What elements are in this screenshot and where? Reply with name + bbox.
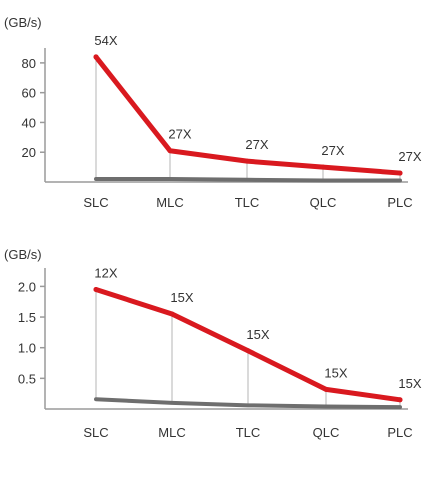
chart-2: (GB/s) 0.5 1.0 1.5 2.0 12X 15X 15X 15X 15X SLC MLC T… [4,247,422,440]
chart-1: (GB/s) 20 40 60 80 54X 27X 27X 27X 27X SLC MLC TLC QL… [4,15,422,210]
series-primary-point [320,164,326,170]
series-primary-line [93,54,403,176]
y-tick-label: 80 [22,56,36,71]
series-primary-point [93,54,99,60]
y-tick-label: 40 [22,115,36,130]
series-primary-point [93,286,99,292]
series-primary-point [397,170,403,176]
series-primary-point [397,397,403,403]
y-axis-unit-label: (GB/s) [4,247,42,262]
x-tick-label: SLC [83,195,108,210]
data-label: 27X [245,137,268,152]
y-axis-unit-label: (GB/s) [4,15,42,30]
series-primary-point [245,348,251,354]
data-label: 15X [170,290,193,305]
data-label: 54X [94,33,117,48]
x-tick-label: PLC [387,425,412,440]
data-label: 27X [168,127,191,142]
x-tick-label: MLC [158,425,185,440]
y-tick-label: 1.5 [18,310,36,325]
x-tick-label: PLC [387,195,412,210]
y-tick-label: 20 [22,145,36,160]
data-label: 15X [246,327,269,342]
data-label: 12X [94,265,117,280]
data-label: 15X [324,365,347,380]
x-tick-label: TLC [236,425,261,440]
y-tick-label: 1.0 [18,341,36,356]
x-tick-label: SLC [83,425,108,440]
x-tick-label: QLC [310,195,337,210]
x-tick-label: TLC [235,195,260,210]
y-tick-label: 2.0 [18,279,36,294]
y-tick-label: 60 [22,86,36,101]
y-tick-label: 0.5 [18,371,36,386]
series-baseline-line [94,177,402,183]
series-baseline-line [94,397,402,410]
series-primary-point [169,311,175,317]
x-tick-label: QLC [313,425,340,440]
series-primary-point [323,386,329,392]
x-tick-label: MLC [156,195,183,210]
data-label: 27X [321,143,344,158]
series-primary-point [244,158,250,164]
data-label: 15X [398,376,421,391]
data-label: 27X [398,149,421,164]
series-primary-point [167,148,173,154]
